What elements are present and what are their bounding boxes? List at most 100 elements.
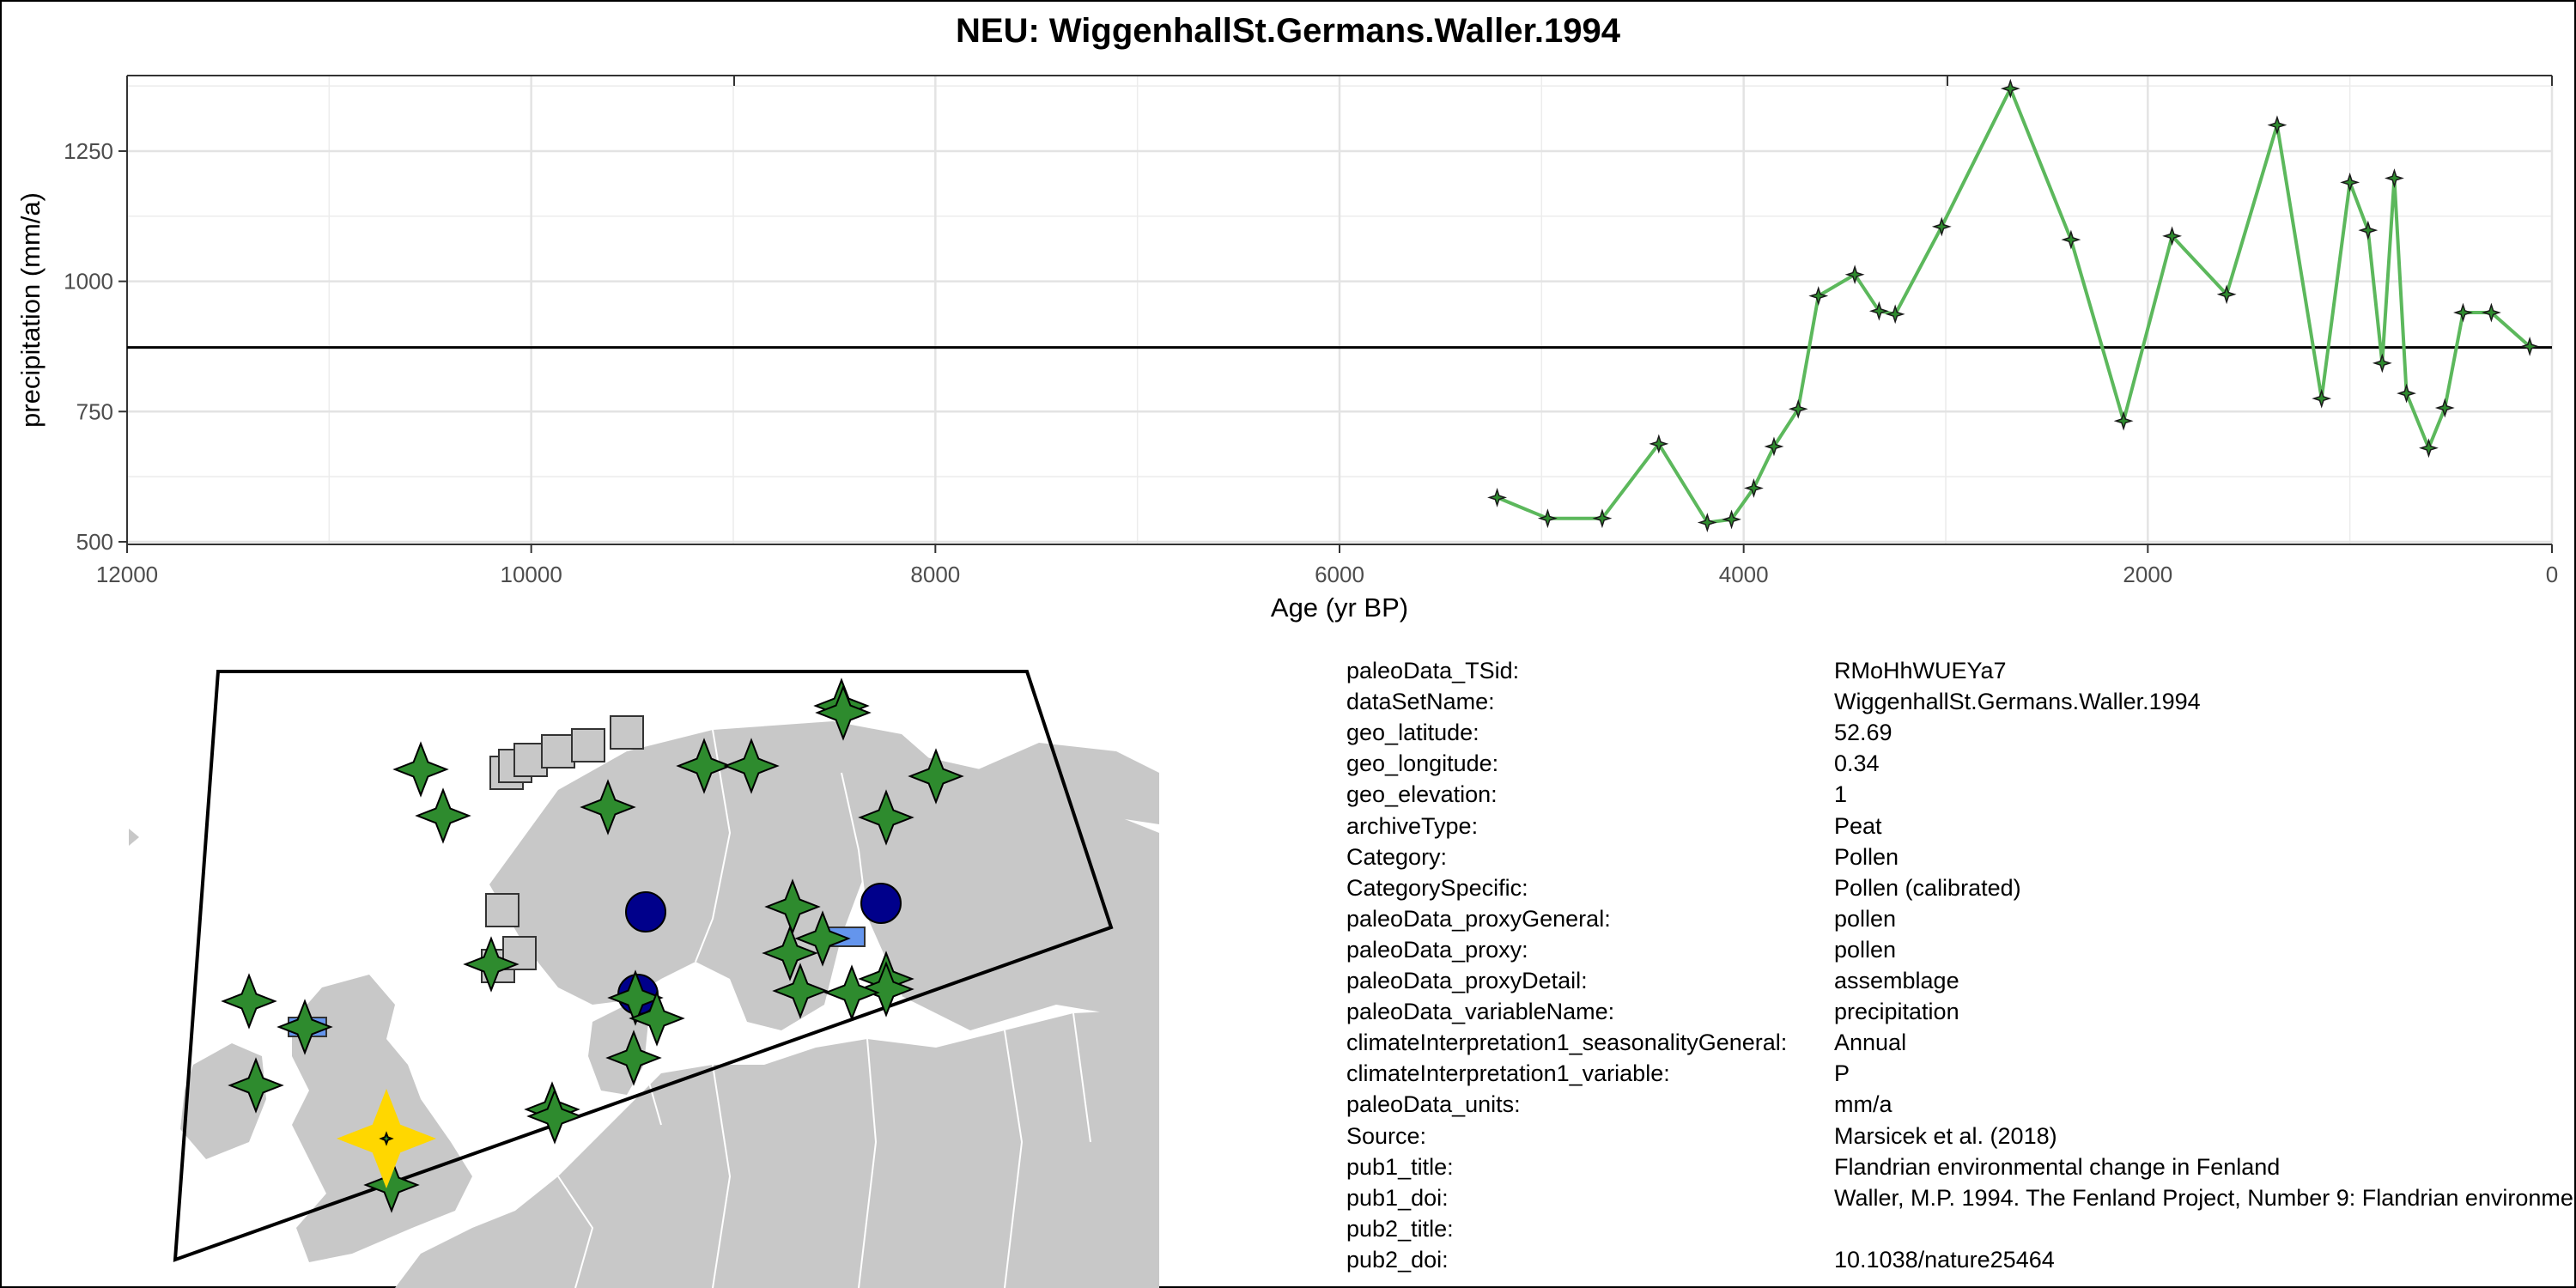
y-tick-label: 750 xyxy=(76,398,113,424)
metadata-value: WiggenhallSt.Germans.Waller.1994 xyxy=(1834,689,2201,715)
land-fragment xyxy=(129,829,139,846)
x-tick-label: 2000 xyxy=(2123,562,2172,587)
metadata-key: Category: xyxy=(1346,843,1448,870)
x-tick-label: 4000 xyxy=(1719,562,1769,587)
metadata-value: 1 xyxy=(1834,781,1848,808)
data-point xyxy=(1931,216,1952,237)
site-star xyxy=(526,1088,583,1145)
site-star xyxy=(363,1157,420,1213)
site-map xyxy=(129,670,1159,1288)
metadata-value: Waller, M.P. 1994. The Fenland Project, … xyxy=(1834,1184,2576,1211)
site-star xyxy=(463,936,519,993)
data-point xyxy=(2312,388,2332,409)
data-point xyxy=(1868,301,1889,321)
land-ireland xyxy=(180,1043,266,1159)
metadata-key: geo_longitude: xyxy=(1346,750,1499,777)
site-star xyxy=(723,738,780,794)
site-star xyxy=(607,969,664,1026)
metadata-key: paleoData_proxyGeneral: xyxy=(1346,905,1611,932)
x-tick-label: 6000 xyxy=(1315,562,1364,587)
data-point xyxy=(2113,410,2134,431)
metadata-key: paleoData_units: xyxy=(1346,1091,1521,1118)
site-star xyxy=(815,684,872,741)
data-point xyxy=(1537,508,1558,529)
site-star xyxy=(629,990,685,1047)
site-star xyxy=(676,738,732,794)
metadata-key: paleoData_proxy: xyxy=(1346,936,1528,963)
metadata-value: precipitation xyxy=(1834,999,1959,1025)
metadata-value: mm/a xyxy=(1834,1091,1893,1118)
metadata-value: Flandrian environmental change in Fenlan… xyxy=(1834,1153,2281,1180)
data-point xyxy=(2162,226,2183,246)
metadata-value: 10.1038/nature25464 xyxy=(1834,1246,2055,1273)
metadata-value: Pollen xyxy=(1834,843,1899,870)
site-star xyxy=(762,925,818,981)
site-square xyxy=(541,734,575,769)
map-land xyxy=(180,721,1159,1288)
site-star xyxy=(858,789,914,846)
data-point xyxy=(1808,286,1829,307)
data-point xyxy=(2358,220,2379,240)
metadata-key: pub2_doi: xyxy=(1346,1246,1449,1273)
site-star xyxy=(392,741,449,798)
data-point xyxy=(2061,229,2081,250)
data-point xyxy=(1487,487,1507,507)
site-square xyxy=(571,728,605,762)
metadata-value: assemblage xyxy=(1834,968,1959,993)
site-star xyxy=(228,1057,284,1114)
site-circle xyxy=(860,883,902,924)
site-star xyxy=(908,748,964,805)
site-circle xyxy=(625,891,666,933)
metadata-value: Pollen (calibrated) xyxy=(1834,874,2021,901)
site-star xyxy=(580,779,636,835)
metadata-value: pollen xyxy=(1834,905,1897,932)
metadata-value: RMoHhWUEYa7 xyxy=(1834,658,2007,683)
data-point xyxy=(2453,302,2473,323)
data-point xyxy=(2340,172,2360,192)
data-point xyxy=(2267,115,2287,136)
data-point xyxy=(1844,264,1865,285)
site-star xyxy=(605,1030,662,1086)
data-point xyxy=(1764,436,1784,457)
site-star xyxy=(415,787,471,844)
metadata-key: paleoData_proxyDetail: xyxy=(1346,968,1588,993)
data-point xyxy=(1743,478,1764,498)
site-square xyxy=(610,715,644,750)
data-point xyxy=(1885,304,1905,325)
data-point xyxy=(2481,302,2501,323)
y-tick-label: 1250 xyxy=(64,138,113,164)
metadata-value: P xyxy=(1834,1060,1850,1087)
chart-title: NEU: WiggenhallSt.Germans.Waller.1994 xyxy=(956,12,1620,50)
y-tick-label: 1000 xyxy=(64,269,113,295)
metadata-key: Source: xyxy=(1346,1122,1427,1149)
x-axis-label: Age (yr BP) xyxy=(1271,592,1408,623)
site-star xyxy=(276,999,333,1055)
metadata-key: pub2_title: xyxy=(1346,1215,1454,1242)
metadata-key: CategorySpecific: xyxy=(1346,874,1528,901)
data-point xyxy=(2434,398,2455,418)
data-point xyxy=(1722,509,1741,530)
x-tick-label: 10000 xyxy=(501,562,562,587)
metadata-value: 0.34 xyxy=(1834,750,1880,777)
x-tick-label: 12000 xyxy=(96,562,158,587)
metadata-value: pollen xyxy=(1834,936,1897,963)
site-star xyxy=(794,910,851,967)
metadata-value: Marsicek et al. (2018) xyxy=(1834,1122,2057,1149)
y-axis-label: precipitation (mm/a) xyxy=(15,192,46,428)
metadata-value: Peat xyxy=(1834,812,1882,839)
country-borders xyxy=(557,729,1091,1288)
data-point xyxy=(2216,284,2237,305)
metadata-key: climateInterpretation1_seasonalityGenera… xyxy=(1346,1030,1788,1056)
metadata-key: dataSetName: xyxy=(1346,689,1495,715)
metadata-key: paleoData_TSid: xyxy=(1346,658,1520,683)
y-tick-label: 500 xyxy=(76,529,113,555)
land-continent xyxy=(395,1009,1159,1288)
x-tick-label: 0 xyxy=(2546,562,2558,587)
data-point xyxy=(1592,508,1613,529)
x-tick-label: 8000 xyxy=(910,562,960,587)
current-site-center xyxy=(379,1131,394,1146)
site-star xyxy=(858,961,914,1018)
site-star xyxy=(772,963,829,1019)
data-point xyxy=(2419,438,2439,459)
